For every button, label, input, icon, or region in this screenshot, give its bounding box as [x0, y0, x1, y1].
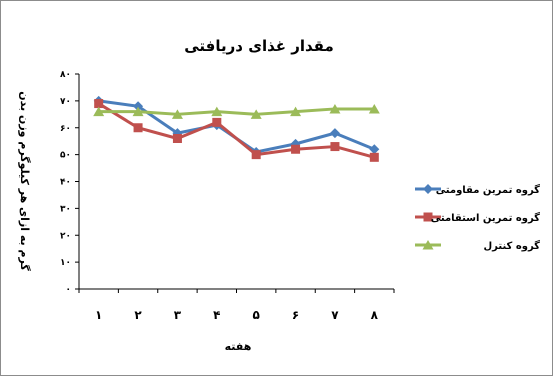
triangle-series-point: [329, 103, 341, 114]
triangle-series-point: [132, 106, 144, 117]
triangle-series-line: [98, 107, 375, 116]
square-series-line: [97, 102, 375, 159]
diamond-series-point: [329, 128, 340, 139]
legend-label: گروه تمرین مقاومتی: [436, 183, 540, 196]
y-axis-title: گرم به ازای هر کیلوگرم وزن بدن: [18, 91, 31, 271]
x-tick-label: ١: [95, 308, 102, 322]
x-tick-label: ۵: [253, 308, 260, 322]
y-tick-label: ١٠: [60, 258, 71, 268]
y-tick-label: ٣٠: [60, 204, 71, 214]
y-tick-label: ٧٠: [60, 97, 71, 107]
x-tick-label: ٢: [134, 308, 142, 322]
plot-area: ٠ ١٠ ٢٠ ٣٠ ۴٠ ۵٠ ۶٠ ٧٠ ٨٠ ١ ٢ ٣ ۴ ۵ ۶ ٧ ٨: [60, 70, 395, 322]
x-tick-label: ۶: [292, 308, 299, 322]
square-series-point: [369, 152, 379, 162]
y-tick-label: ٢٠: [60, 231, 71, 241]
diamond-series-point: [369, 144, 380, 155]
legend: گروه تمرین مقاومتی گروه تمرین استقامتی گرو…: [415, 183, 540, 252]
x-tick-label: ٣: [174, 308, 182, 322]
y-tick-label: ٠: [66, 285, 72, 295]
legend-label: گروه کنترل: [483, 239, 540, 252]
legend-swatch-marker: [423, 184, 433, 194]
triangle-series-point: [250, 109, 262, 119]
y-tick-label: ۵٠: [60, 151, 71, 161]
y-tick-label: ۴٠: [60, 178, 71, 188]
triangle-series-point: [368, 103, 380, 114]
square-series-point: [251, 150, 261, 160]
x-tick-label: ٨: [371, 308, 379, 322]
square-series-point: [94, 99, 104, 109]
chart-title: مقدار غذای دریافتی: [184, 37, 334, 55]
square-series-point: [212, 117, 222, 127]
square-series-point: [291, 144, 301, 154]
y-tick-label: ۶٠: [60, 124, 71, 134]
legend-swatch-marker: [422, 240, 434, 250]
triangle-series-point: [93, 106, 105, 117]
square-series-point: [330, 142, 340, 152]
square-series-point: [133, 123, 143, 133]
diamond-series-point: [133, 101, 144, 112]
triangle-series-point: [171, 109, 183, 119]
legend-label: گروه تمرین استقامتی: [431, 211, 540, 224]
x-axis-title: هفته: [225, 340, 252, 353]
x-tick-label: ۴: [213, 308, 220, 322]
legend-swatch-marker: [423, 212, 433, 222]
square-series-point: [172, 134, 182, 143]
x-tick-label: ٧: [331, 308, 339, 322]
triangle-series-point: [211, 106, 223, 117]
triangle-series-point: [290, 106, 302, 117]
y-tick-label: ٨٠: [60, 70, 71, 80]
